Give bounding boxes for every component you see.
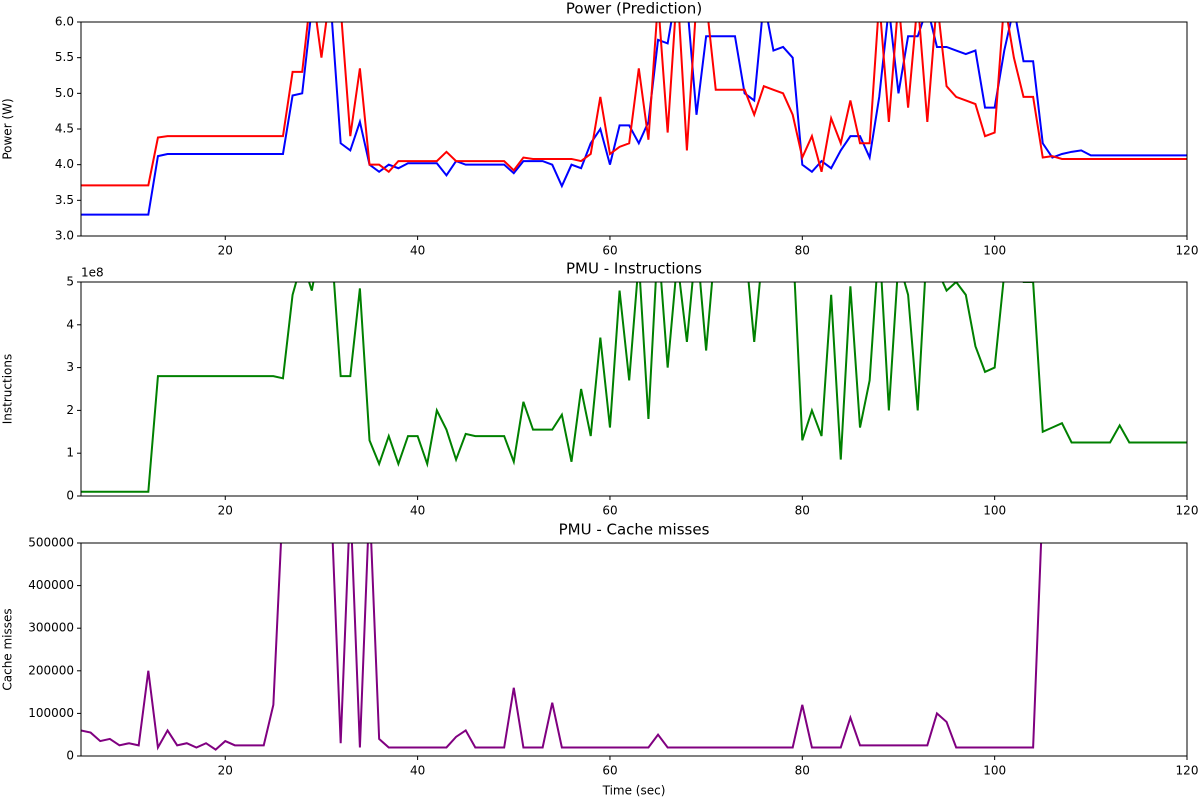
x-tick-label: 120 [1176, 244, 1199, 258]
x-tick-label: 60 [602, 504, 617, 518]
offset-text: 1e8 [81, 266, 104, 280]
y-tick-label: 0 [66, 749, 74, 763]
x-tick-label: 120 [1176, 504, 1199, 518]
y-tick-label: 3 [66, 360, 74, 374]
y-tick-label: 3.5 [55, 193, 74, 207]
x-tick-label: 40 [410, 764, 425, 778]
x-tick-label: 20 [218, 764, 233, 778]
x-tick-label: 100 [983, 244, 1006, 258]
y-tick-label: 100000 [28, 706, 74, 720]
x-tick-label: 120 [1176, 764, 1199, 778]
x-tick-label: 80 [795, 764, 810, 778]
y-tick-label: 5 [66, 275, 74, 289]
series-line [81, 282, 1187, 493]
y-axis-label: Cache misses [1, 608, 15, 690]
x-tick-label: 20 [218, 504, 233, 518]
y-tick-label: 5.0 [55, 86, 74, 100]
series-line [81, 543, 1043, 751]
y-tick-label: 4.0 [55, 157, 74, 171]
y-tick-label: 400000 [28, 578, 74, 592]
x-tick-label: 40 [410, 244, 425, 258]
x-tick-label: 20 [218, 244, 233, 258]
x-tick-label: 80 [795, 504, 810, 518]
plot-frame [80, 21, 1188, 237]
x-axis-label: Time (sec) [602, 784, 666, 798]
y-axis-label: Instructions [1, 354, 15, 424]
y-tick-label: 6.0 [55, 15, 74, 29]
x-tick-label: 100 [983, 504, 1006, 518]
x-tick-label: 40 [410, 504, 425, 518]
x-tick-label: 80 [795, 244, 810, 258]
y-tick-label: 1 [66, 446, 74, 460]
y-tick-label: 4 [66, 317, 74, 331]
y-tick-label: 0 [66, 489, 74, 503]
y-tick-label: 300000 [28, 621, 74, 635]
y-tick-label: 2 [66, 403, 74, 417]
plot-frame [80, 542, 1188, 757]
x-tick-label: 100 [983, 764, 1006, 778]
y-tick-label: 200000 [28, 663, 74, 677]
chart-title: PMU - Instructions [566, 260, 702, 278]
series-line [81, 22, 1187, 216]
x-tick-label: 60 [602, 764, 617, 778]
plot-frame [80, 281, 1188, 497]
y-tick-label: 3.0 [55, 229, 74, 243]
y-tick-label: 5.5 [55, 50, 74, 64]
x-tick-label: 60 [602, 244, 617, 258]
chart-title: Power (Prediction) [566, 0, 702, 18]
y-tick-label: 4.5 [55, 122, 74, 136]
y-axis-label: Power (W) [1, 98, 15, 159]
chart-title: PMU - Cache misses [559, 521, 710, 539]
series-line [81, 22, 1187, 187]
y-tick-label: 500000 [28, 536, 74, 550]
